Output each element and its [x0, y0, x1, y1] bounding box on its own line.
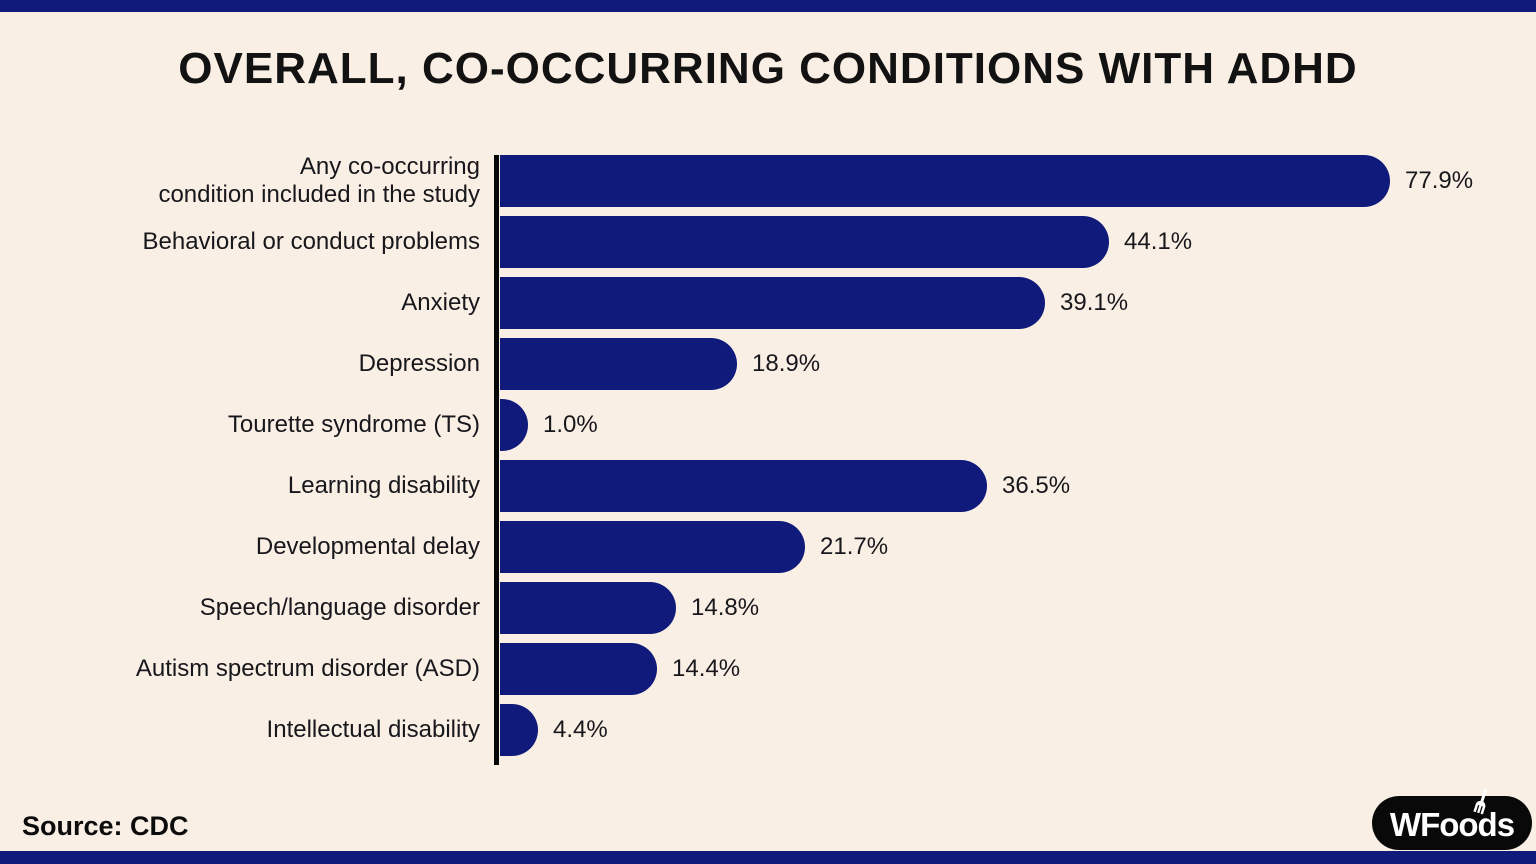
category-label: Anxiety [401, 288, 480, 316]
chart-row: Behavioral or conduct problems 44.1% [0, 216, 1536, 268]
value-label: 77.9% [1405, 167, 1474, 194]
value-label: 21.7% [820, 533, 889, 560]
chart-row: Any co-occurring condition included in th… [0, 152, 1536, 208]
category-label: Behavioral or conduct problems [142, 227, 480, 255]
bar [500, 155, 1390, 207]
bar-track: 77.9% [500, 155, 1536, 207]
chart-row: Intellectual disability 4.4% [0, 704, 1536, 756]
bar [500, 338, 737, 390]
category-label: Depression [358, 349, 480, 377]
bar [500, 277, 1045, 329]
value-label: 39.1% [1060, 289, 1129, 316]
bar-chart: Any co-occurring condition included in th… [0, 152, 1536, 765]
bar-track: 21.7% [500, 521, 1536, 573]
category-label: Learning disability [287, 471, 480, 499]
bar-track: 14.8% [500, 582, 1536, 634]
category-label: Autism spectrum disorder (ASD) [135, 654, 480, 682]
brand-logo-text: WFoods [1389, 805, 1515, 843]
bar [500, 704, 538, 756]
chart-row: Anxiety 39.1% [0, 277, 1536, 329]
category-label: Developmental delay [255, 532, 480, 560]
chart-row: Developmental delay 21.7% [0, 521, 1536, 573]
bar-track: 1.0% [500, 399, 1536, 451]
fork-icon [1468, 784, 1496, 819]
bar-track: 18.9% [500, 338, 1536, 390]
bar-track: 39.1% [500, 277, 1536, 329]
source-label: Source: CDC [22, 811, 189, 841]
value-label: 44.1% [1124, 228, 1193, 255]
top-border-strip [0, 0, 1536, 12]
y-axis-line [494, 155, 499, 765]
chart-row: Speech/language disorder 14.8% [0, 582, 1536, 634]
bar-track: 36.5% [500, 460, 1536, 512]
value-label: 14.4% [672, 655, 741, 682]
category-label: Tourette syndrome (TS) [227, 410, 480, 438]
category-label: Any co-occurring condition included in th… [158, 152, 480, 208]
bar [500, 460, 987, 512]
category-label: Intellectual disability [266, 715, 480, 743]
chart-row: Tourette syndrome (TS) 1.0% [0, 399, 1536, 451]
value-label: 36.5% [1002, 472, 1071, 499]
value-label: 4.4% [553, 716, 608, 743]
brand-logo: WFoods [1372, 788, 1532, 850]
value-label: 1.0% [543, 411, 598, 438]
bottom-border-strip [0, 851, 1536, 864]
bar-track: 44.1% [500, 216, 1536, 268]
bar [500, 582, 676, 634]
page-title: OVERALL, CO-OCCURRING CONDITIONS WITH AD… [178, 44, 1358, 93]
bar-track: 14.4% [500, 643, 1536, 695]
value-label: 18.9% [752, 350, 821, 377]
chart-rows: Any co-occurring condition included in th… [0, 152, 1536, 756]
bar [500, 643, 657, 695]
chart-row: Learning disability 36.5% [0, 460, 1536, 512]
bar [500, 521, 805, 573]
bar [500, 216, 1109, 268]
bar [500, 399, 528, 451]
bar-track: 4.4% [500, 704, 1536, 756]
chart-row: Depression 18.9% [0, 338, 1536, 390]
category-label: Speech/language disorder [199, 593, 480, 621]
chart-row: Autism spectrum disorder (ASD) 14.4% [0, 643, 1536, 695]
value-label: 14.8% [691, 594, 760, 621]
